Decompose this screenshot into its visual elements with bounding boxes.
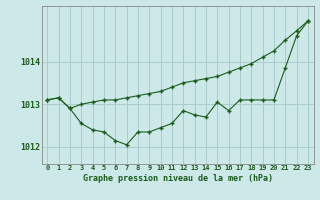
X-axis label: Graphe pression niveau de la mer (hPa): Graphe pression niveau de la mer (hPa) bbox=[83, 174, 273, 183]
